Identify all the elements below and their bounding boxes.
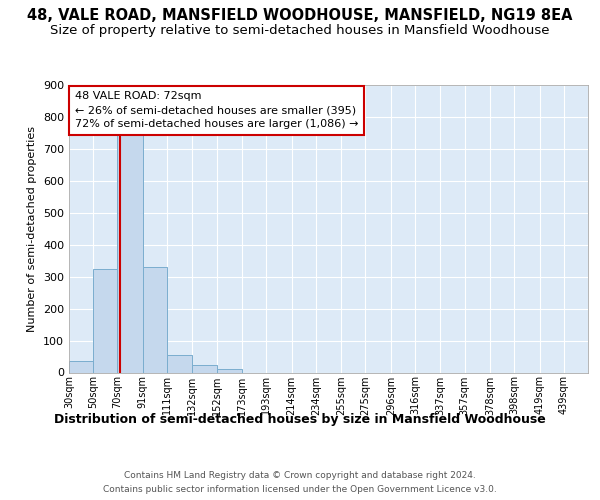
- Text: 48 VALE ROAD: 72sqm
← 26% of semi-detached houses are smaller (395)
72% of semi-: 48 VALE ROAD: 72sqm ← 26% of semi-detach…: [75, 92, 359, 130]
- Bar: [143, 267, 167, 372]
- Y-axis label: Number of semi-detached properties: Number of semi-detached properties: [28, 126, 37, 332]
- Text: Contains public sector information licensed under the Open Government Licence v3: Contains public sector information licen…: [103, 485, 497, 494]
- Bar: [167, 355, 193, 372]
- Text: Size of property relative to semi-detached houses in Mansfield Woodhouse: Size of property relative to semi-detach…: [50, 24, 550, 37]
- Bar: [69, 362, 93, 372]
- Bar: [93, 268, 118, 372]
- Bar: [217, 368, 242, 372]
- Text: Distribution of semi-detached houses by size in Mansfield Woodhouse: Distribution of semi-detached houses by …: [54, 412, 546, 426]
- Bar: [193, 366, 217, 372]
- Text: Contains HM Land Registry data © Crown copyright and database right 2024.: Contains HM Land Registry data © Crown c…: [124, 471, 476, 480]
- Bar: [118, 134, 143, 372]
- Text: 48, VALE ROAD, MANSFIELD WOODHOUSE, MANSFIELD, NG19 8EA: 48, VALE ROAD, MANSFIELD WOODHOUSE, MANS…: [27, 8, 573, 22]
